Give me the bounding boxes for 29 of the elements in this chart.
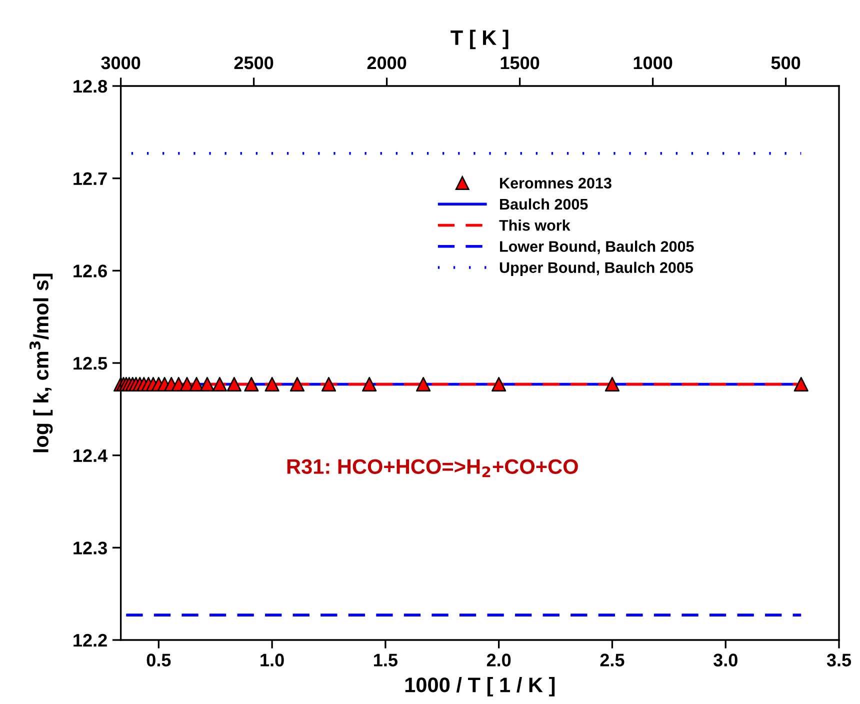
- x2-axis-title: T [ K ]: [450, 30, 508, 50]
- y-tick-label: 12.8: [74, 80, 108, 93]
- x-tick-label: 1.5: [374, 654, 398, 666]
- x2-tick-label: 2000: [367, 56, 406, 70]
- x2-tick-label: 1500: [500, 56, 540, 70]
- x-tick-label: 0.5: [146, 654, 171, 666]
- x-tick-label: 2.0: [486, 654, 511, 666]
- x-axis-title: 1000 / T [ 1 / K ]: [405, 676, 555, 696]
- y-tick-label: 12.3: [74, 542, 107, 554]
- x-tick-label: 1.0: [260, 654, 284, 666]
- y-tick-label: 12.5: [74, 356, 108, 370]
- x-tick-label: 3.0: [713, 654, 738, 666]
- y-axis-title: log [ k, cm$^{3}$/mol s]: [29, 274, 53, 452]
- x2-tick-label: 3000: [101, 56, 140, 70]
- x-tick-label: 2.5: [600, 654, 624, 666]
- x2-tick-label: 1000: [634, 56, 672, 70]
- y-tick-label: 12.2: [74, 634, 107, 647]
- x-tick-label: 3.5: [826, 654, 852, 666]
- annotation: R31: HCO+HCO=>H$_{2}$+CO+CO: [287, 459, 578, 478]
- x2-tick-label: 2500: [234, 56, 274, 70]
- y-tick-label: 12.6: [74, 264, 107, 278]
- legend-label: Upper Bound, Baulch 2005: [500, 262, 693, 276]
- legend-label: Lower Bound, Baulch 2005: [500, 240, 694, 254]
- y-tick-label: 12.4: [74, 449, 108, 462]
- legend-label: This work: [499, 220, 570, 231]
- y-tick-label: 12.7: [74, 172, 107, 185]
- x2-tick-label: 500: [771, 56, 800, 70]
- legend-label: Keromnes 2013: [500, 178, 612, 189]
- legend-label: Baulch 2005: [500, 198, 588, 210]
